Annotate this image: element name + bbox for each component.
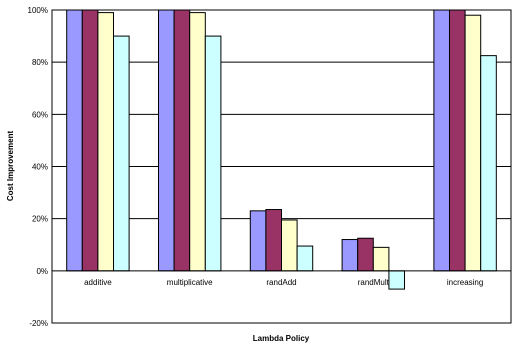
y-tick-labels: -20% 0% 20% 40% 60% 80% 100% [28,6,48,328]
bar-series-1 [249,210,267,272]
bar-series-4 [296,245,314,272]
x-tick-label: increasing [447,278,483,287]
y-tick-label: 0% [36,267,48,276]
bar-series-1 [341,239,359,272]
bar-series-2 [173,9,191,272]
y-tick-label: 20% [32,215,48,224]
bar-series-3 [372,246,390,272]
y-tick-label: 40% [32,163,48,172]
x-tick-label: randAdd [266,278,296,287]
bar-series-2 [81,9,99,272]
bar-series-3 [464,14,482,272]
x-tick-labels: additive multiplicative randAdd randMult inc… [84,278,483,287]
bars [66,9,497,290]
y-tick-label: 60% [32,110,48,119]
x-axis-title: Lambda Policy [253,334,310,343]
bar-series-3 [97,12,115,272]
x-tick-label: randMult [358,278,390,287]
x-tick-label: additive [84,278,112,287]
bar-series-2 [357,237,374,272]
y-tick-label: 100% [28,6,48,15]
bar-series-3 [281,219,298,272]
x-tick-label: multiplicative [167,278,213,287]
bar-series-1 [66,9,83,272]
bar-series-1 [157,9,175,272]
bar-series-3 [189,12,206,272]
bar-series-2 [265,209,283,272]
bar-series-1 [433,9,450,272]
bar-series-4 [204,35,222,272]
bar-series-4 [113,35,130,272]
y-axis-title: Cost Improvement [6,131,15,202]
bar-series-2 [448,9,466,272]
y-tick-label: 80% [32,58,48,67]
bar-series-4 [388,270,406,290]
y-tick-label: -20% [29,319,48,328]
bar-series-4 [480,55,497,272]
